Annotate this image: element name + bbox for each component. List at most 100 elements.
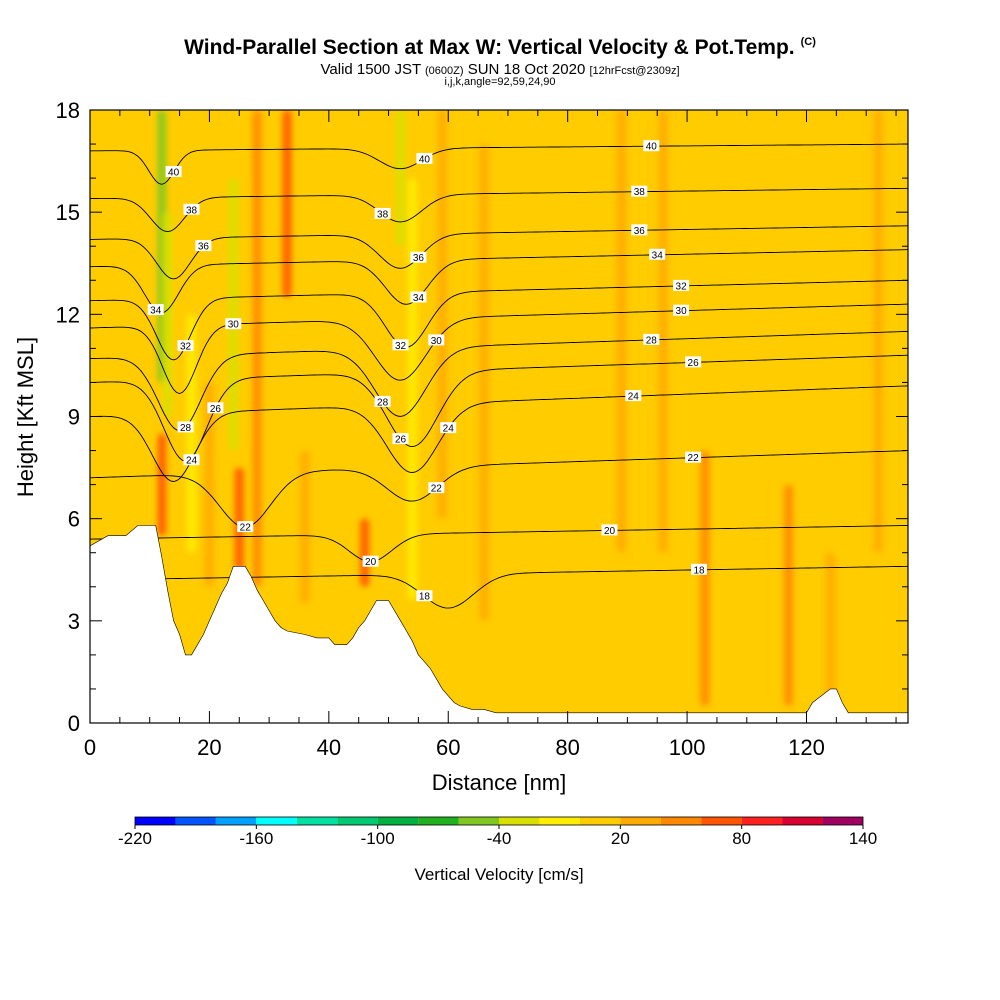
theta-label-text: 34 [150, 306, 162, 317]
theta-label-40: 40 [165, 166, 182, 179]
theta-label-text: 30 [228, 320, 240, 331]
colorbar-title: Vertical Velocity [cm/s] [414, 865, 583, 884]
velocity-streak [407, 178, 418, 601]
chart-title: Wind-Parallel Section at Max W: Vertical… [0, 36, 1000, 60]
theta-label-text: 20 [604, 526, 616, 537]
colorbar-tick-label: 20 [611, 829, 630, 848]
colorbar-swatch [175, 817, 216, 825]
theta-label-text: 32 [180, 342, 192, 353]
y-tick-label: 12 [56, 302, 80, 327]
theta-contour-34 [90, 249, 908, 314]
colorbar-swatch [741, 817, 783, 825]
velocity-streak [300, 450, 310, 604]
theta-label-text: 26 [210, 404, 222, 415]
theta-contour-22 [90, 450, 908, 528]
contour-labels: 40 40 40 38 38 38 36 36 36 34 34 34 32 32 32 30 30 30 28 28… [147, 140, 707, 603]
velocity-streak [825, 552, 836, 706]
theta-label-text: 38 [186, 205, 198, 216]
theta-label-28: 28 [374, 395, 391, 408]
colorbar-swatch [579, 817, 621, 825]
theta-label-text: 36 [198, 242, 210, 253]
theta-label-text: 32 [676, 281, 688, 292]
theta-label-box [183, 454, 200, 466]
velocity-streak [616, 110, 627, 553]
theta-label-box [410, 251, 427, 263]
y-tick-label: 9 [68, 405, 80, 430]
theta-label-36: 36 [631, 224, 648, 237]
colorbar-swatch [377, 817, 419, 825]
theta-label-text: 36 [413, 253, 425, 264]
theta-label-32: 32 [392, 339, 409, 352]
theta-label-box [392, 433, 409, 445]
velocity-streak [162, 212, 173, 417]
theta-label-box [440, 422, 457, 434]
theta-label-box [631, 185, 648, 197]
theta-label-text: 38 [634, 187, 646, 198]
theta-label-32: 32 [673, 279, 690, 292]
colorbar-swatch [337, 817, 378, 825]
theta-label-box [207, 402, 224, 414]
velocity-streak [783, 484, 794, 706]
theta-label-text: 22 [431, 484, 443, 495]
y-tick-label: 6 [68, 507, 80, 532]
x-axis-title: Distance [nm] [432, 770, 567, 795]
colorbar-swatch [539, 817, 580, 825]
colorbar-swatch [701, 817, 742, 825]
theta-label-22: 22 [685, 451, 702, 464]
theta-label-24: 24 [625, 390, 642, 403]
colorbar-swatch [822, 817, 863, 825]
x-tick-label: 60 [436, 735, 460, 760]
theta-label-text: 34 [652, 250, 664, 261]
theta-label-text: 40 [646, 142, 658, 153]
theta-label-text: 40 [168, 168, 180, 179]
theta-label-text: 30 [431, 336, 443, 347]
theta-label-text: 38 [377, 209, 389, 220]
colorbar-tick-label: 140 [849, 829, 877, 848]
theta-label-box [374, 207, 391, 219]
x-tick-label: 100 [669, 735, 706, 760]
theta-label-24: 24 [440, 422, 457, 435]
theta-label-box [428, 334, 445, 346]
theta-contour-32 [90, 279, 908, 361]
theta-label-text: 24 [186, 456, 198, 467]
theta-label-box [362, 555, 379, 567]
valid-time-text: Valid 1500 JST [320, 61, 421, 78]
theta-contour-38 [90, 187, 908, 233]
theta-label-box [691, 563, 707, 575]
velocity-streak [282, 110, 292, 298]
theta-label-38: 38 [183, 203, 200, 216]
velocity-streak [658, 110, 668, 553]
velocity-streak [252, 110, 262, 587]
x-tick-label: 40 [317, 735, 341, 760]
y-tick-label: 15 [56, 200, 80, 225]
theta-label-38: 38 [631, 185, 648, 198]
theta-label-34: 34 [410, 291, 427, 304]
theta-label-20: 20 [362, 555, 379, 568]
theta-label-26: 26 [207, 402, 224, 415]
theta-label-box [177, 340, 194, 352]
theta-label-box [649, 248, 666, 260]
colorbar-swatch [620, 817, 661, 825]
theta-label-20: 20 [601, 524, 618, 537]
colorbar-tick-label: -160 [239, 829, 273, 848]
plot-area: 40 40 40 38 38 38 36 36 36 34 34 34 32 32 32 30 30 30 28 28… [90, 110, 908, 723]
theta-label-box [237, 521, 254, 533]
forecast-text: [12hrFcst@2309z] [589, 65, 680, 77]
theta-label-text: 30 [676, 306, 688, 317]
theta-label-box [147, 304, 164, 316]
valid-zulu-text: (0600Z) [425, 65, 464, 77]
theta-contour-40 [90, 143, 908, 185]
theta-label-box [195, 240, 212, 252]
colorbar-swatch [256, 817, 297, 825]
colorbar-swatch [458, 817, 499, 825]
colorbar-tick-label: 80 [732, 829, 751, 848]
theta-label-box [374, 395, 391, 407]
x-tick-label: 80 [555, 735, 579, 760]
theta-label-text: 28 [377, 397, 389, 408]
chart-subtitle: Valid 1500 JST (0600Z) SUN 18 Oct 2020 [… [0, 61, 1000, 78]
theta-label-box [410, 291, 427, 303]
theta-label-30: 30 [428, 334, 445, 347]
theta-label-text: 36 [634, 226, 646, 237]
theta-label-28: 28 [643, 333, 660, 346]
